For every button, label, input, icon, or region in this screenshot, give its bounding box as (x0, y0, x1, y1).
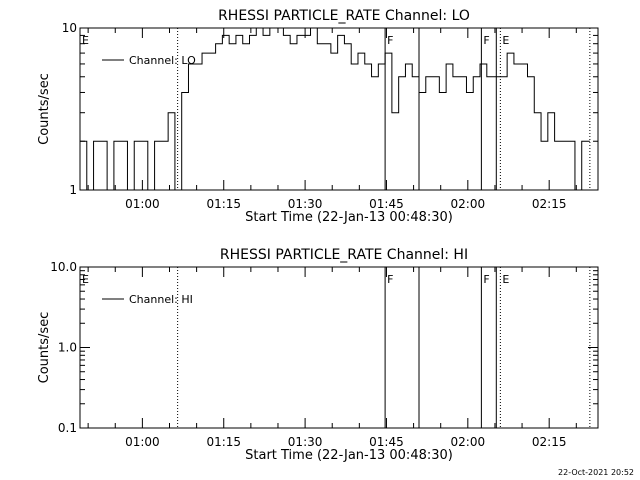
y-axis-label: Counts/sec (37, 73, 52, 145)
y-tick-label: 1.0 (58, 341, 77, 355)
x-tick-label: 01:30 (288, 197, 323, 211)
event-annotation-label: E (502, 273, 509, 286)
x-tick-label: 02:15 (532, 435, 567, 449)
x-tick-label: 01:45 (369, 197, 404, 211)
plot-frame (79, 27, 599, 191)
x-axis-label: Start Time (22-Jan-13 00:48:30) (245, 210, 453, 225)
x-tick-label: 01:30 (288, 435, 323, 449)
event-annotation-label: E (502, 34, 509, 47)
x-tick-label: 01:00 (125, 197, 160, 211)
chart-title: RHESSI PARTICLE_RATE Channel: LO (218, 8, 470, 24)
event-annotation-label: E (82, 34, 89, 47)
plot-frame (79, 266, 599, 429)
x-tick-label: 01:15 (206, 197, 241, 211)
x-tick-label: 02:00 (451, 197, 486, 211)
x-tick-label: 02:15 (532, 197, 567, 211)
event-annotation-label: F (483, 34, 489, 47)
legend-label: Channel: HI (129, 293, 193, 306)
y-tick-label: 0.1 (58, 421, 77, 435)
y-tick-label: 10.0 (50, 260, 77, 274)
event-annotation-label: E (82, 273, 89, 286)
series-line (80, 27, 590, 191)
x-tick-label: 01:15 (206, 435, 241, 449)
x-tick-label: 01:00 (125, 435, 160, 449)
timestamp-footer: 22-Oct-2021 20:52 (558, 468, 634, 477)
y-tick-label: 1 (69, 183, 77, 197)
chart-panel-0: RHESSI PARTICLE_RATE Channel: LO 01:00 01:… (37, 8, 599, 225)
chart-panel-1: RHESSI PARTICLE_RATE Channel: HI 01:00 01:… (37, 247, 599, 463)
chart-title: RHESSI PARTICLE_RATE Channel: HI (220, 247, 468, 263)
x-tick-label: 01:45 (369, 435, 404, 449)
x-tick-label: 02:00 (451, 435, 486, 449)
event-annotation-label: F (483, 273, 489, 286)
y-tick-label: 10 (62, 21, 77, 35)
legend-label: Channel: LO (129, 54, 196, 67)
y-axis-label: Counts/sec (37, 312, 52, 384)
event-annotation-label: F (387, 34, 393, 47)
x-axis-label: Start Time (22-Jan-13 00:48:30) (245, 448, 453, 463)
event-annotation-label: F (387, 273, 393, 286)
